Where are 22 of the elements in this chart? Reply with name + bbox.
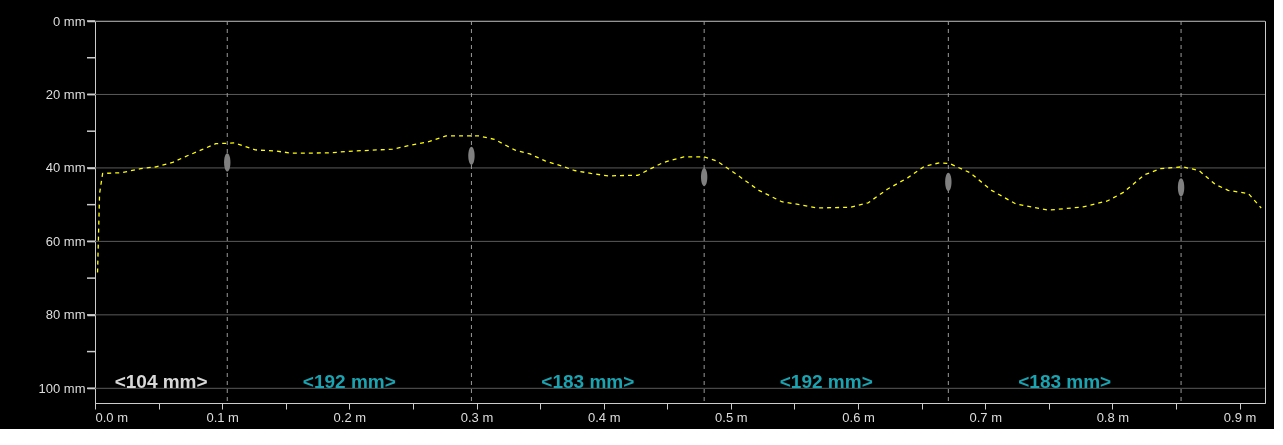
annotation: <192 mm> — [302, 371, 396, 392]
x-tick-label: 0.2 m — [333, 409, 367, 425]
y-tick-label: 80 mm — [45, 307, 86, 323]
line-series — [96, 135, 1262, 274]
x-tick-label: 0.1 m — [206, 409, 239, 425]
x-tick-label: 0.4 m — [587, 409, 621, 425]
x-tick-label: 0.7 m — [969, 409, 1002, 425]
x-tick-label: 0.3 m — [460, 409, 494, 425]
y-tick-label: 100 mm — [38, 380, 86, 396]
x-tick-label: 0.8 m — [1096, 409, 1130, 425]
y-tick-label: 0 mm — [53, 13, 86, 29]
y-tick-label: 20 mm — [45, 86, 86, 102]
annotation: <192 mm> — [779, 371, 873, 392]
x-tick-label: 0.9 m — [1223, 409, 1257, 425]
annotation: <183 mm> — [541, 371, 635, 392]
x-tick-label: 0.0 m — [95, 409, 129, 425]
annotation: <104 mm> — [114, 371, 208, 392]
x-tick-label: 0.5 m — [715, 409, 748, 425]
y-tick-label: 40 mm — [45, 160, 86, 176]
y-tick-label: 60 mm — [45, 233, 86, 249]
annotation: <183 mm> — [1018, 371, 1112, 392]
x-tick-label: 0.6 m — [842, 409, 875, 425]
